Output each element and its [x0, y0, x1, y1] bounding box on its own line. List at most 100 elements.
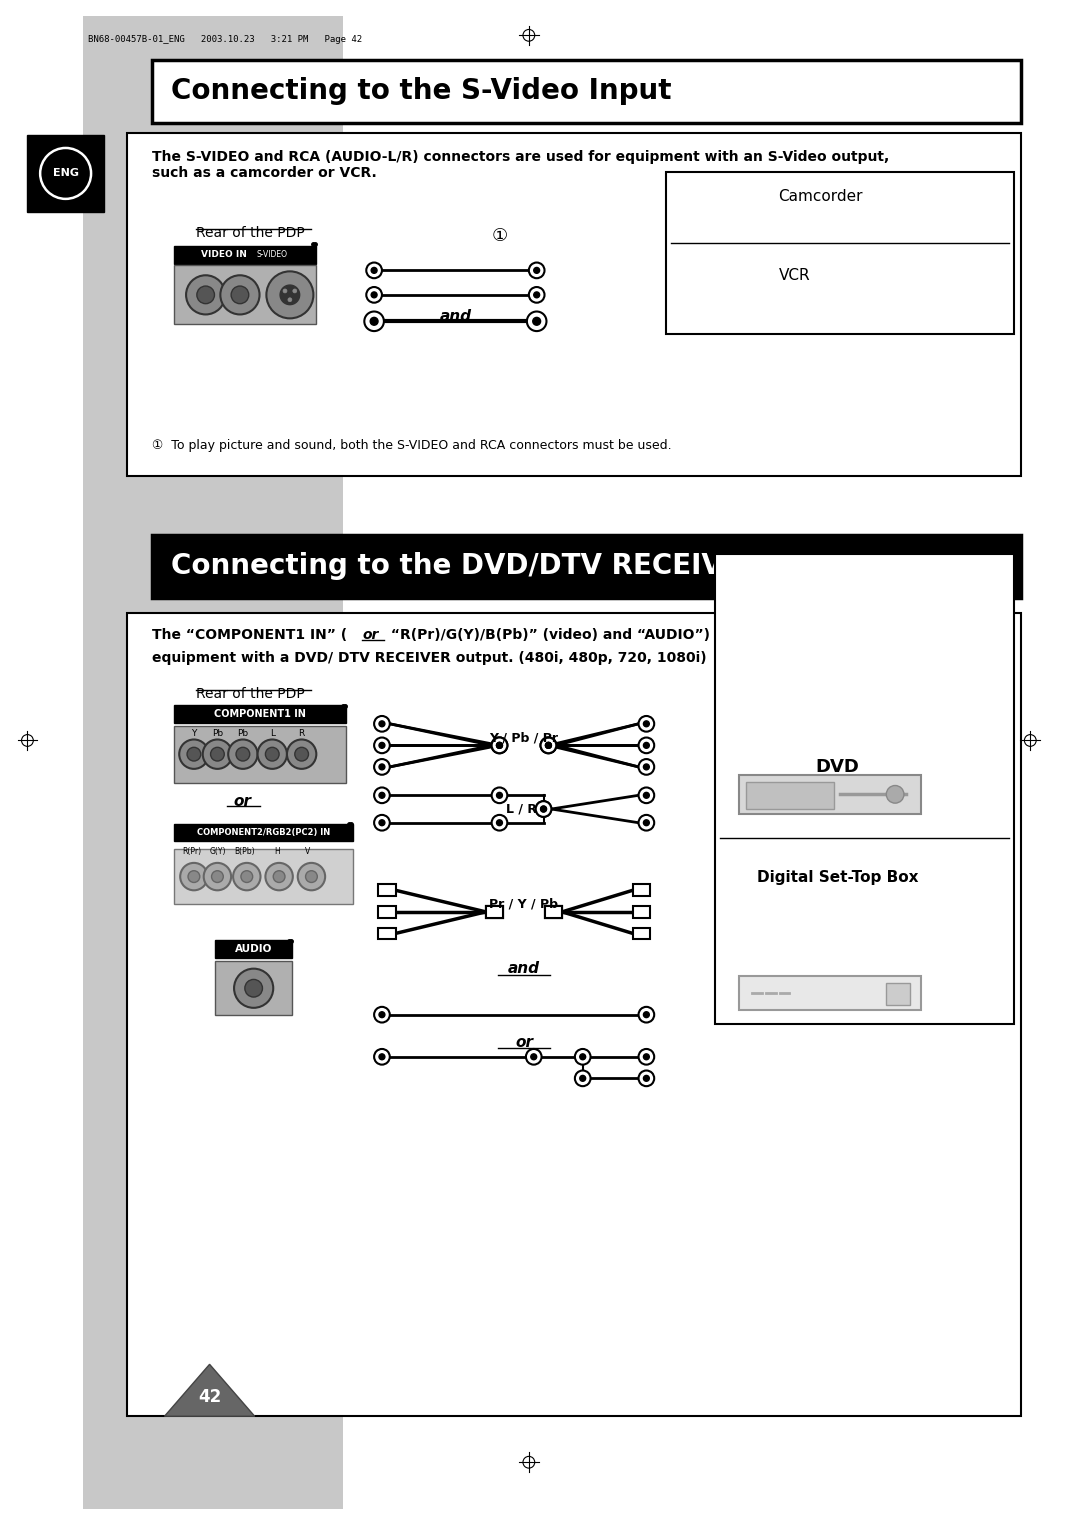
Circle shape [536, 801, 552, 817]
Circle shape [379, 820, 384, 825]
Text: L: L [270, 729, 274, 738]
FancyBboxPatch shape [174, 824, 352, 842]
Circle shape [245, 979, 262, 997]
FancyBboxPatch shape [715, 555, 1014, 1025]
Circle shape [366, 262, 382, 278]
FancyBboxPatch shape [215, 961, 292, 1014]
Circle shape [644, 820, 649, 825]
Circle shape [638, 787, 654, 804]
FancyBboxPatch shape [174, 849, 352, 904]
Circle shape [197, 287, 215, 303]
Circle shape [644, 1011, 649, 1017]
FancyBboxPatch shape [633, 884, 650, 897]
Circle shape [241, 871, 253, 883]
Text: The S-VIDEO and RCA (AUDIO-L/R) connectors are used for equipment with an S-Vide: The S-VIDEO and RCA (AUDIO-L/R) connecto… [152, 149, 889, 180]
Circle shape [545, 743, 552, 749]
Circle shape [273, 871, 285, 883]
Circle shape [379, 1054, 384, 1060]
Circle shape [638, 814, 654, 831]
FancyBboxPatch shape [544, 906, 563, 918]
Text: and: and [508, 961, 540, 976]
Circle shape [374, 1006, 390, 1023]
FancyBboxPatch shape [740, 976, 920, 1010]
Circle shape [298, 863, 325, 891]
Circle shape [541, 738, 556, 753]
Circle shape [497, 743, 502, 749]
Circle shape [372, 267, 377, 273]
Circle shape [237, 747, 249, 761]
Circle shape [545, 743, 552, 749]
Circle shape [534, 291, 540, 297]
Circle shape [644, 1054, 649, 1060]
Circle shape [203, 740, 232, 769]
Text: H: H [274, 848, 280, 856]
Text: or: or [363, 628, 379, 642]
Text: AUDIO: AUDIO [235, 944, 272, 955]
FancyBboxPatch shape [544, 906, 563, 918]
Circle shape [233, 863, 260, 891]
Circle shape [638, 738, 654, 753]
Text: Y / Pb / Pr: Y / Pb / Pr [489, 730, 558, 744]
Text: Pb: Pb [212, 729, 222, 738]
Circle shape [283, 288, 287, 293]
FancyBboxPatch shape [174, 265, 316, 325]
FancyBboxPatch shape [83, 15, 342, 1510]
Circle shape [497, 793, 502, 798]
FancyBboxPatch shape [378, 906, 395, 918]
Circle shape [366, 287, 382, 302]
Circle shape [379, 1011, 384, 1017]
Circle shape [532, 317, 541, 325]
Circle shape [527, 311, 546, 331]
FancyBboxPatch shape [152, 59, 1022, 124]
Text: ①: ① [491, 227, 508, 246]
Text: L / R: L / R [505, 802, 537, 816]
Circle shape [266, 747, 279, 761]
FancyBboxPatch shape [633, 906, 650, 918]
Circle shape [644, 721, 649, 727]
FancyBboxPatch shape [215, 941, 292, 958]
Text: S-VIDEO: S-VIDEO [257, 250, 287, 259]
Circle shape [529, 287, 544, 302]
Circle shape [267, 271, 313, 319]
FancyBboxPatch shape [127, 613, 1022, 1417]
Circle shape [638, 759, 654, 775]
Circle shape [186, 276, 226, 314]
Text: BN68-00457B-01_ENG   2003.10.23   3:21 PM   Page 42: BN68-00457B-01_ENG 2003.10.23 3:21 PM Pa… [89, 35, 362, 44]
Circle shape [231, 287, 248, 303]
Circle shape [374, 1049, 390, 1064]
Circle shape [211, 747, 225, 761]
Circle shape [220, 276, 259, 314]
Circle shape [536, 801, 552, 817]
Circle shape [638, 1006, 654, 1023]
FancyBboxPatch shape [174, 726, 346, 782]
FancyBboxPatch shape [746, 782, 835, 810]
Text: VIDEO IN: VIDEO IN [201, 250, 246, 259]
Circle shape [295, 747, 309, 761]
Circle shape [497, 743, 502, 749]
Circle shape [379, 764, 384, 770]
Circle shape [266, 863, 293, 891]
Circle shape [374, 814, 390, 831]
Circle shape [644, 1075, 649, 1081]
Circle shape [887, 785, 904, 804]
Circle shape [491, 787, 508, 804]
Text: Pb: Pb [238, 729, 248, 738]
Circle shape [534, 267, 540, 273]
FancyBboxPatch shape [486, 906, 503, 918]
Circle shape [580, 1054, 585, 1060]
Circle shape [287, 740, 316, 769]
Circle shape [638, 715, 654, 732]
Text: COMPONENT2/RGB2(PC2) IN: COMPONENT2/RGB2(PC2) IN [197, 828, 330, 837]
Circle shape [204, 863, 231, 891]
Circle shape [257, 740, 287, 769]
FancyBboxPatch shape [887, 984, 909, 1005]
Text: and: and [440, 310, 471, 323]
Circle shape [370, 317, 378, 325]
Text: Connecting to the DVD/DTV RECEIVER Input: Connecting to the DVD/DTV RECEIVER Input [172, 552, 856, 580]
Text: VCR: VCR [779, 268, 810, 282]
Text: 42: 42 [198, 1388, 221, 1406]
Text: DVD: DVD [815, 758, 860, 776]
Circle shape [638, 1049, 654, 1064]
Text: G(Y): G(Y) [210, 848, 226, 856]
Circle shape [374, 738, 390, 753]
